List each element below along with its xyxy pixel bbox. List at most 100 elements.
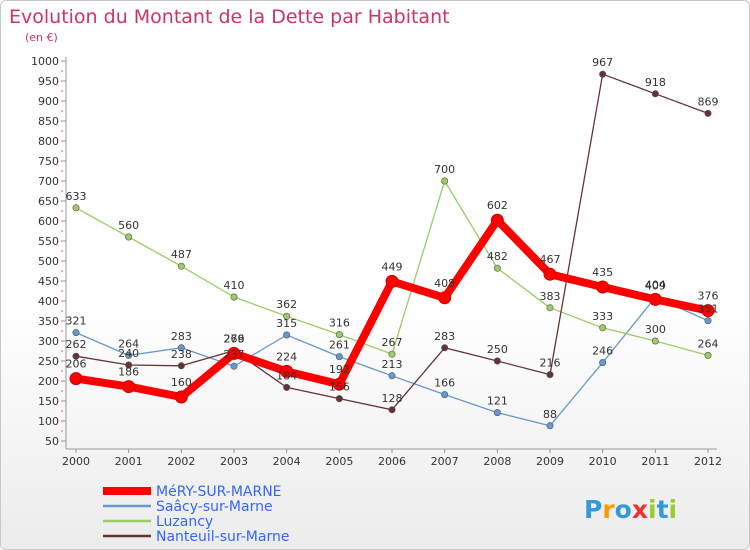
data-point: [177, 344, 185, 352]
data-point: [280, 364, 294, 378]
data-point: [704, 351, 712, 359]
y-tick-label: 50: [45, 435, 59, 448]
data-point: [177, 362, 185, 370]
data-label: 264: [698, 337, 719, 350]
data-label: 250: [487, 343, 508, 356]
data-label: 918: [645, 76, 666, 89]
logo-letter: i: [669, 495, 678, 524]
logo-text: Proxiti: [584, 495, 677, 524]
data-label: 246: [592, 345, 613, 358]
y-tick-label: 100: [38, 415, 59, 428]
data-label: 262: [66, 338, 87, 351]
data-label: 435: [592, 266, 613, 279]
data-point: [122, 380, 136, 394]
data-point: [648, 292, 662, 306]
data-point: [72, 204, 80, 212]
data-point: [283, 312, 291, 320]
data-label: 269: [224, 332, 245, 345]
data-label: 267: [382, 336, 403, 349]
x-tick-label: 2012: [694, 455, 722, 468]
data-label: 383: [540, 290, 561, 303]
data-point: [704, 109, 712, 117]
data-point: [72, 352, 80, 360]
data-label: 240: [118, 347, 139, 360]
data-point: [543, 267, 557, 281]
chart-title: Evolution du Montant de la Dette par Hab…: [9, 6, 450, 28]
y-tick-label: 700: [38, 175, 59, 188]
data-label: 321: [66, 315, 87, 328]
data-label: 967: [592, 56, 613, 69]
y-tick-label: 250: [38, 355, 59, 368]
data-point: [283, 331, 291, 339]
data-labels: 321 264 283 237 315 261 213 166 121 88 246 409 351 63…: [66, 56, 719, 421]
series-layer: [69, 70, 715, 430]
data-point: [493, 357, 501, 365]
data-point: [441, 177, 449, 185]
data-point: [230, 293, 238, 301]
data-point: [125, 233, 133, 241]
data-point: [388, 406, 396, 414]
data-point: [230, 362, 238, 370]
data-label: 333: [592, 310, 613, 323]
data-label: 224: [276, 350, 297, 363]
data-point: [704, 317, 712, 325]
y-tick-label: 750: [38, 155, 59, 168]
logo-letter: P: [584, 495, 602, 524]
data-point: [335, 331, 343, 339]
legend-label: Luzancy: [156, 514, 213, 530]
data-label: 192: [329, 363, 350, 376]
data-label: 362: [276, 298, 297, 311]
y-tick-label: 900: [38, 95, 59, 108]
proxiti-logo: Proxiti: [584, 495, 677, 524]
chart-subtitle: (en €): [25, 31, 58, 44]
data-label: 633: [66, 190, 87, 203]
data-label: 206: [66, 358, 87, 371]
data-label: 351: [698, 303, 719, 316]
data-point: [72, 329, 80, 337]
data-label: 602: [487, 199, 508, 212]
data-point: [596, 280, 610, 294]
logo-letter: o: [615, 495, 632, 524]
x-tick-label: 2000: [62, 455, 90, 468]
data-point: [651, 90, 659, 98]
data-label: 560: [118, 219, 139, 232]
x-tick-label: 2006: [378, 455, 406, 468]
x-tick-label: 2002: [167, 455, 195, 468]
logo-letter: i: [648, 495, 657, 524]
data-label: 869: [698, 95, 719, 108]
y-tick-label: 1000: [31, 55, 59, 68]
data-point: [701, 304, 715, 318]
data-label: 283: [171, 330, 192, 343]
data-point: [69, 372, 83, 386]
y-tick-label: 550: [38, 235, 59, 248]
data-label: 467: [540, 253, 561, 266]
logo-letter: x: [632, 495, 648, 524]
legend-label: Nanteuil-sur-Marne: [156, 529, 289, 545]
x-tick-label: 2010: [589, 455, 617, 468]
data-label: 404: [645, 278, 666, 291]
data-point: [335, 353, 343, 361]
data-point: [388, 372, 396, 380]
data-point: [438, 291, 452, 305]
data-label: 264: [118, 337, 139, 350]
data-point: [227, 346, 241, 360]
data-label: 410: [224, 279, 245, 292]
data-point: [546, 304, 554, 312]
data-label: 276: [224, 333, 245, 346]
y-tick-label: 400: [38, 295, 59, 308]
data-label: 128: [382, 392, 403, 405]
data-label: 238: [171, 348, 192, 361]
data-label: 316: [329, 317, 350, 330]
data-label: 376: [698, 290, 719, 303]
data-point: [493, 409, 501, 417]
data-point: [283, 383, 291, 391]
data-label: 156: [329, 381, 350, 394]
data-point: [441, 391, 449, 399]
x-tick-label: 2011: [641, 455, 669, 468]
y-tick-label: 650: [38, 195, 59, 208]
data-point: [651, 337, 659, 345]
data-point: [177, 262, 185, 270]
legend-label: MéRY-SUR-MARNE: [156, 484, 282, 500]
data-label: 184: [276, 369, 297, 382]
